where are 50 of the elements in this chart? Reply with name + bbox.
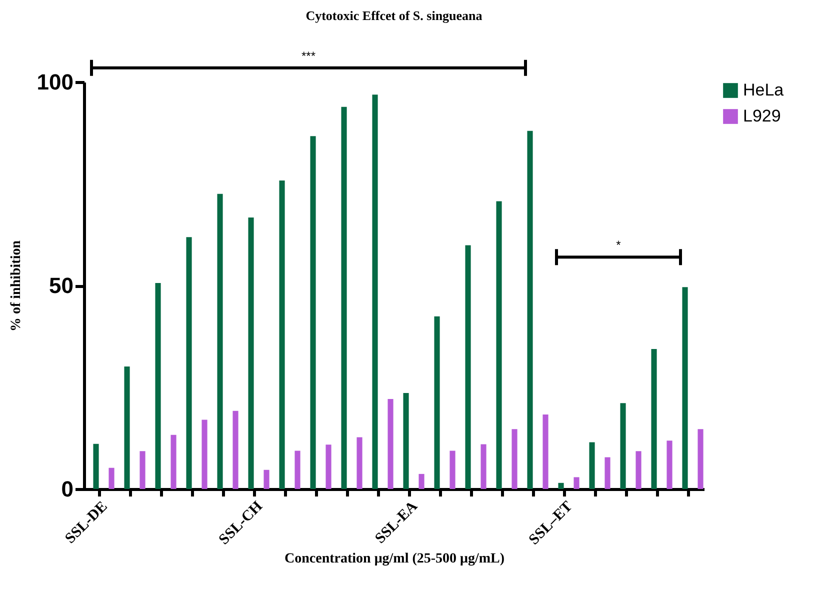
bar: [310, 136, 316, 489]
bar: [480, 444, 486, 489]
bar: [108, 468, 114, 489]
y-tick-label: 0: [61, 476, 74, 502]
bar: [651, 348, 657, 489]
text: ***: [301, 48, 316, 63]
bar: [279, 180, 285, 489]
bar: [403, 392, 409, 489]
bar: [620, 403, 626, 489]
x-axis-title: Concentration μg/ml (25-500 μg/mL): [284, 551, 505, 566]
bar: [124, 366, 130, 489]
bar: [93, 444, 99, 489]
y-tick-label: 100: [36, 70, 74, 94]
bar: [512, 429, 518, 489]
y-tick-label: 50: [49, 273, 74, 298]
bar: [388, 399, 394, 489]
bar: [248, 218, 254, 489]
legend-label: HeLa: [743, 80, 784, 100]
annotation: *: [616, 238, 622, 252]
bar: [465, 245, 471, 489]
bar: [558, 482, 564, 489]
chart-title: Cytotoxic Effcet of S. singueana: [306, 8, 483, 23]
bar: [341, 106, 347, 489]
bar: [666, 440, 672, 489]
bar: [326, 444, 332, 489]
bar: [434, 316, 440, 489]
bar: [264, 470, 270, 489]
bar: [682, 287, 688, 489]
bar: [202, 420, 208, 489]
bar: [356, 437, 362, 489]
bar: [186, 237, 192, 489]
bar: [589, 442, 595, 489]
bar: [232, 410, 238, 489]
bar: [542, 414, 548, 489]
bar: [636, 451, 642, 489]
bar: [574, 477, 580, 489]
y-axis-title: % of inhibition: [8, 240, 24, 332]
bar: [527, 130, 533, 489]
bar: [450, 450, 456, 489]
bar: [217, 194, 223, 489]
bar: [698, 429, 704, 489]
bar: [294, 450, 300, 489]
bar: [170, 434, 176, 489]
bar: [604, 457, 610, 489]
bar: [496, 201, 502, 489]
bar: [155, 283, 161, 489]
bar: [372, 94, 378, 489]
legend-label: L929: [743, 106, 781, 126]
bar: [140, 451, 146, 489]
bar: [418, 474, 424, 489]
